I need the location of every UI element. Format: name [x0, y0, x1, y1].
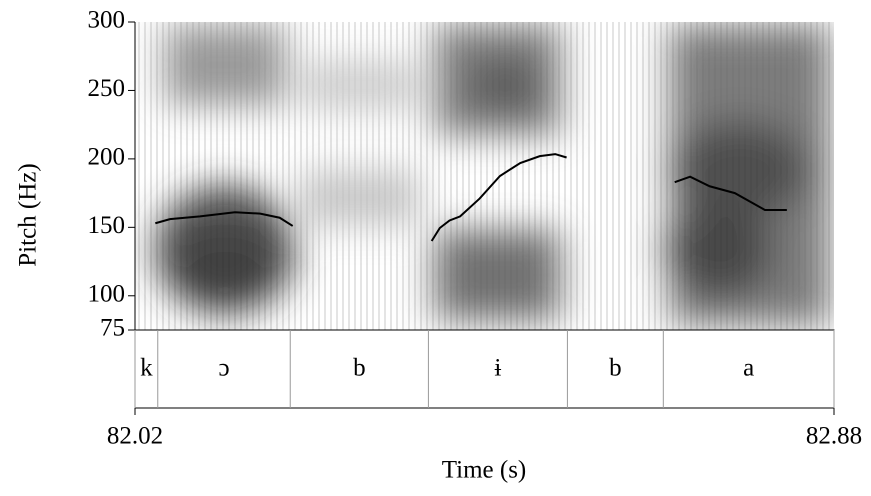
tier-frame: [134, 329, 835, 409]
y-tick-label: 75: [100, 315, 125, 342]
pitch-contour: [155, 153, 787, 242]
tier-label: b: [353, 355, 366, 382]
tier-label: ɨ: [494, 355, 501, 382]
tier-label: a: [743, 355, 754, 382]
y-tick-label: 100: [88, 281, 126, 308]
x-tick-label: 82.88: [806, 423, 862, 450]
y-tick-label: 300: [88, 7, 126, 34]
spectrogram: [135, 22, 834, 330]
y-axis-label: Pitch (Hz): [15, 163, 42, 266]
y-tick-label: 250: [88, 75, 126, 102]
tier-label: k: [140, 355, 153, 382]
tier-label: ɔ: [218, 355, 229, 382]
tier-label: b: [609, 355, 622, 382]
y-tick-label: 200: [88, 144, 126, 171]
y-tick-label: 150: [88, 212, 126, 239]
x-tick-label: 82.02: [107, 423, 163, 450]
x-axis-label: Time (s): [442, 457, 527, 484]
